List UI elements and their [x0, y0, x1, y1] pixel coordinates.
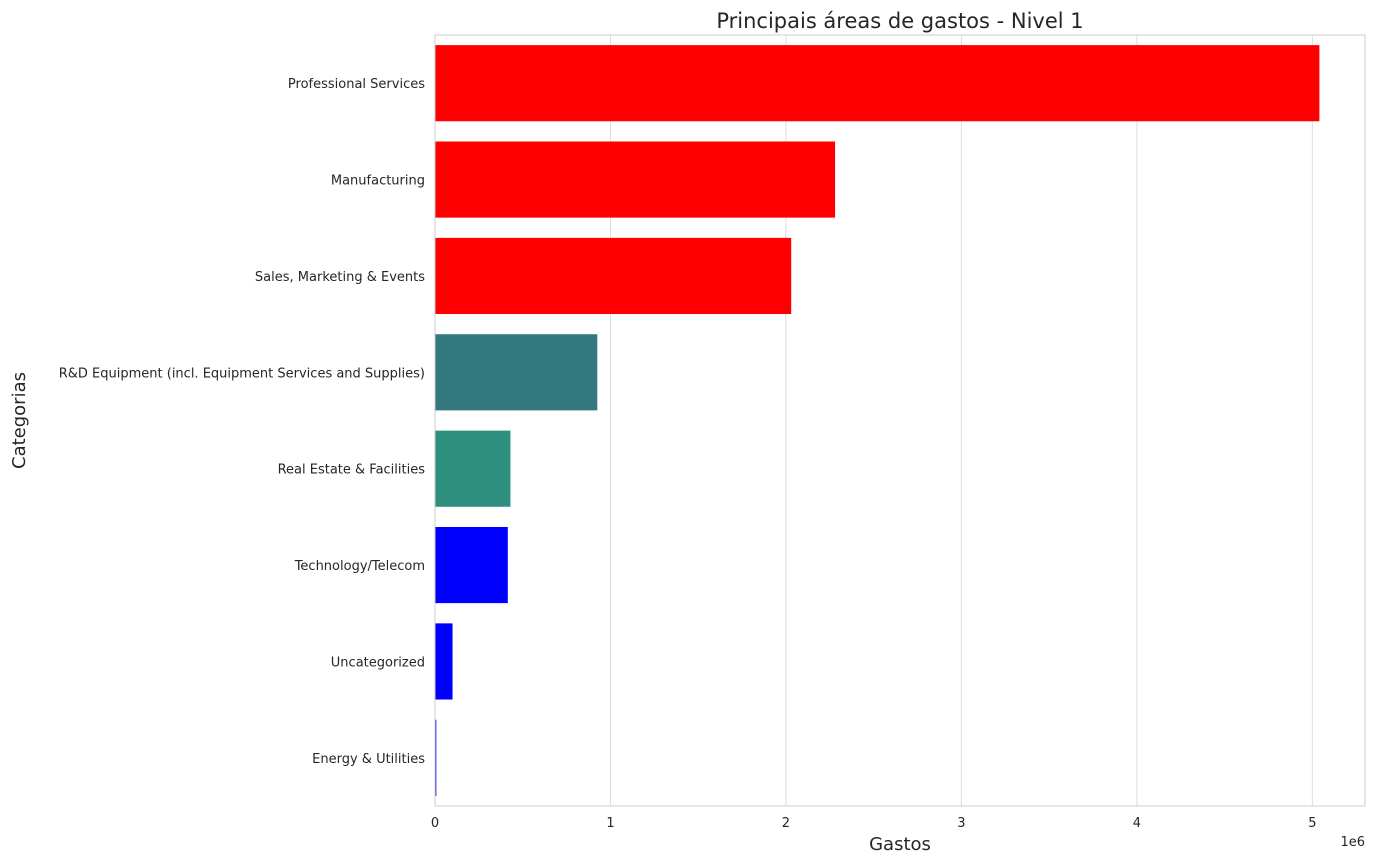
- plot-frame: [434, 34, 1366, 807]
- x-tick-label: 2: [782, 816, 790, 831]
- x-axis-title: Gastos: [869, 834, 931, 855]
- category-label: R&D Equipment (incl. Equipment Services …: [59, 366, 425, 381]
- x-tick-label: 5: [1308, 816, 1316, 831]
- bar: [435, 623, 453, 700]
- category-label: Uncategorized: [331, 655, 425, 670]
- bar: [435, 430, 511, 507]
- category-label: Real Estate & Facilities: [278, 463, 426, 478]
- chart-title: Principais áreas de gastos - Nivel 1: [716, 9, 1083, 33]
- bar: [435, 526, 508, 604]
- bars: [435, 45, 1320, 796]
- category-labels: Professional Services Manufacturing Sales,…: [59, 77, 425, 767]
- category-label: Energy & Utilities: [312, 752, 425, 767]
- category-label: Technology/Telecom: [294, 559, 425, 574]
- x-tick-label: 0: [431, 816, 439, 831]
- bar: [435, 719, 437, 796]
- y-axis-title: Categorias: [9, 372, 30, 469]
- category-label: Manufacturing: [331, 174, 425, 189]
- bar: [435, 237, 792, 315]
- x-tick-label: 3: [957, 816, 965, 831]
- bar: [435, 141, 836, 218]
- x-axis-offset-label: 1e6: [1340, 835, 1365, 850]
- category-label: Sales, Marketing & Events: [255, 270, 425, 285]
- category-label: Professional Services: [288, 77, 425, 92]
- x-tick-label: 1: [606, 816, 614, 831]
- bar: [435, 334, 598, 411]
- x-tick-label: 4: [1133, 816, 1141, 831]
- bar: [435, 45, 1320, 122]
- x-tick-labels: 0 1 2 3 4 5: [431, 816, 1317, 831]
